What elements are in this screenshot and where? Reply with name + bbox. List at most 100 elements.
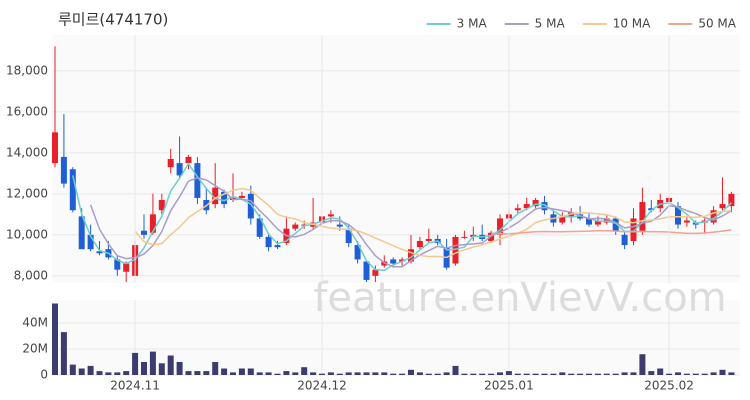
volume-bar bbox=[185, 371, 192, 375]
candle-body bbox=[541, 202, 548, 211]
candle-body bbox=[194, 163, 201, 198]
candle-body bbox=[158, 199, 165, 211]
y-tick-label: 14,000 bbox=[6, 145, 48, 159]
volume-bar bbox=[363, 372, 370, 375]
volume-plot-area bbox=[52, 300, 740, 375]
volume-bar bbox=[657, 368, 664, 375]
volume-bar bbox=[648, 371, 655, 375]
volume-bar bbox=[69, 364, 76, 375]
x-tick-label: 2024.11 bbox=[110, 379, 160, 393]
volume-bar bbox=[381, 372, 388, 375]
candle-body bbox=[621, 234, 628, 246]
candle-body bbox=[114, 259, 121, 270]
watermark: feature.enVievV.com bbox=[313, 275, 726, 321]
volume-bar bbox=[274, 373, 281, 375]
volume-bar bbox=[345, 372, 352, 375]
volume-bar bbox=[594, 373, 601, 375]
volume-bar bbox=[568, 373, 575, 375]
volume-bar bbox=[514, 373, 521, 375]
candle-body bbox=[354, 245, 361, 260]
volume-bar bbox=[577, 373, 584, 375]
volume-bar bbox=[96, 371, 103, 375]
candle-body bbox=[523, 204, 530, 209]
candle-body bbox=[265, 236, 272, 248]
volume-bar bbox=[586, 373, 592, 375]
volume-bar bbox=[488, 373, 495, 375]
volume-bar bbox=[621, 372, 628, 375]
candle-body bbox=[345, 228, 352, 244]
y-tick-label: 18,000 bbox=[6, 63, 48, 77]
legend-label: 50 MA bbox=[698, 17, 736, 31]
volume-bar bbox=[256, 372, 263, 375]
volume-bar bbox=[710, 372, 717, 375]
candle-body bbox=[390, 259, 397, 264]
volume-bar bbox=[434, 373, 441, 375]
y-tick-label: 0 bbox=[40, 368, 48, 382]
candle-body bbox=[301, 224, 308, 226]
candle-body bbox=[452, 236, 459, 264]
volume-bar bbox=[532, 373, 539, 375]
volume-bar bbox=[327, 372, 334, 375]
candle-body bbox=[212, 187, 219, 205]
candle-body bbox=[372, 269, 379, 276]
price-plot-area bbox=[52, 35, 740, 283]
candle-body bbox=[247, 193, 254, 219]
volume-bar bbox=[408, 369, 414, 375]
ma-line bbox=[491, 228, 732, 235]
candle-body bbox=[52, 132, 58, 164]
candle-body bbox=[123, 263, 130, 272]
candle-body bbox=[710, 210, 717, 223]
y-tick-label: 10,000 bbox=[6, 227, 48, 241]
candle-body bbox=[639, 202, 646, 231]
volume-bar bbox=[132, 352, 139, 375]
candle-body bbox=[141, 230, 147, 235]
x-tick-label: 2025.01 bbox=[484, 379, 534, 393]
volume-bar bbox=[149, 351, 156, 375]
volume-bar bbox=[336, 373, 343, 375]
volume-bar bbox=[301, 367, 308, 375]
volume-bar bbox=[425, 373, 432, 375]
candle-body bbox=[238, 195, 245, 198]
candle-body bbox=[416, 240, 423, 248]
volume-bar bbox=[443, 372, 450, 375]
candle-body bbox=[363, 261, 370, 280]
volume-bar bbox=[452, 365, 459, 375]
volume-bar bbox=[399, 373, 406, 375]
candle-body bbox=[336, 224, 343, 227]
y-tick-label: 40M bbox=[22, 316, 48, 330]
volume-bar bbox=[265, 372, 272, 375]
candle-body bbox=[87, 234, 94, 250]
candle-body bbox=[497, 218, 503, 235]
candle-body bbox=[630, 218, 637, 241]
volume-bar bbox=[497, 372, 503, 375]
candle-body bbox=[594, 220, 601, 225]
volume-bar bbox=[114, 372, 121, 375]
volume-bar bbox=[719, 369, 726, 375]
ma-line bbox=[89, 177, 732, 268]
volume-bar bbox=[141, 362, 147, 375]
volume-bar bbox=[167, 355, 174, 375]
candle-body bbox=[532, 199, 539, 207]
candle-body bbox=[176, 163, 183, 176]
candle-body bbox=[425, 238, 432, 241]
volume-bar bbox=[550, 373, 557, 375]
candle-body bbox=[185, 156, 192, 164]
volume-bar bbox=[728, 372, 735, 375]
volume-bar bbox=[372, 372, 379, 375]
volume-bar bbox=[630, 372, 637, 375]
volume-bar bbox=[247, 368, 254, 375]
volume-bar bbox=[105, 372, 112, 375]
candle-body bbox=[274, 245, 281, 248]
legend-label: 3 MA bbox=[457, 17, 488, 31]
volume-bar bbox=[505, 371, 512, 375]
volume-bar bbox=[87, 365, 94, 375]
volume-bar bbox=[541, 373, 548, 375]
volume-bar bbox=[675, 372, 681, 375]
volume-bar bbox=[559, 372, 566, 375]
candle-body bbox=[719, 204, 726, 209]
candle-body bbox=[292, 224, 299, 229]
volume-bar bbox=[416, 372, 423, 375]
x-tick-label: 2025.02 bbox=[644, 379, 694, 393]
candle-body bbox=[559, 216, 566, 223]
volume-bar bbox=[158, 363, 165, 375]
